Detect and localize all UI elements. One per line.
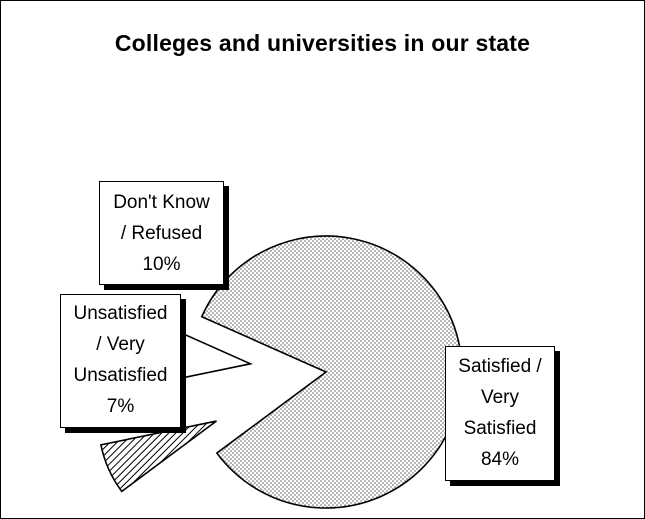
- label-dont-know-refused: Don't Know / Refused 10%: [99, 181, 224, 285]
- pie-slice-satisfied: [200, 235, 463, 509]
- chart-title: Colleges and universities in our state: [114, 30, 531, 56]
- label-unsatisfied: Unsatisfied / Very Unsatisfied 7%: [60, 294, 181, 428]
- pie-slice-unsatisfied: [99, 420, 217, 493]
- label-satisfied: Satisfied / Very Satisfied 84%: [445, 346, 555, 481]
